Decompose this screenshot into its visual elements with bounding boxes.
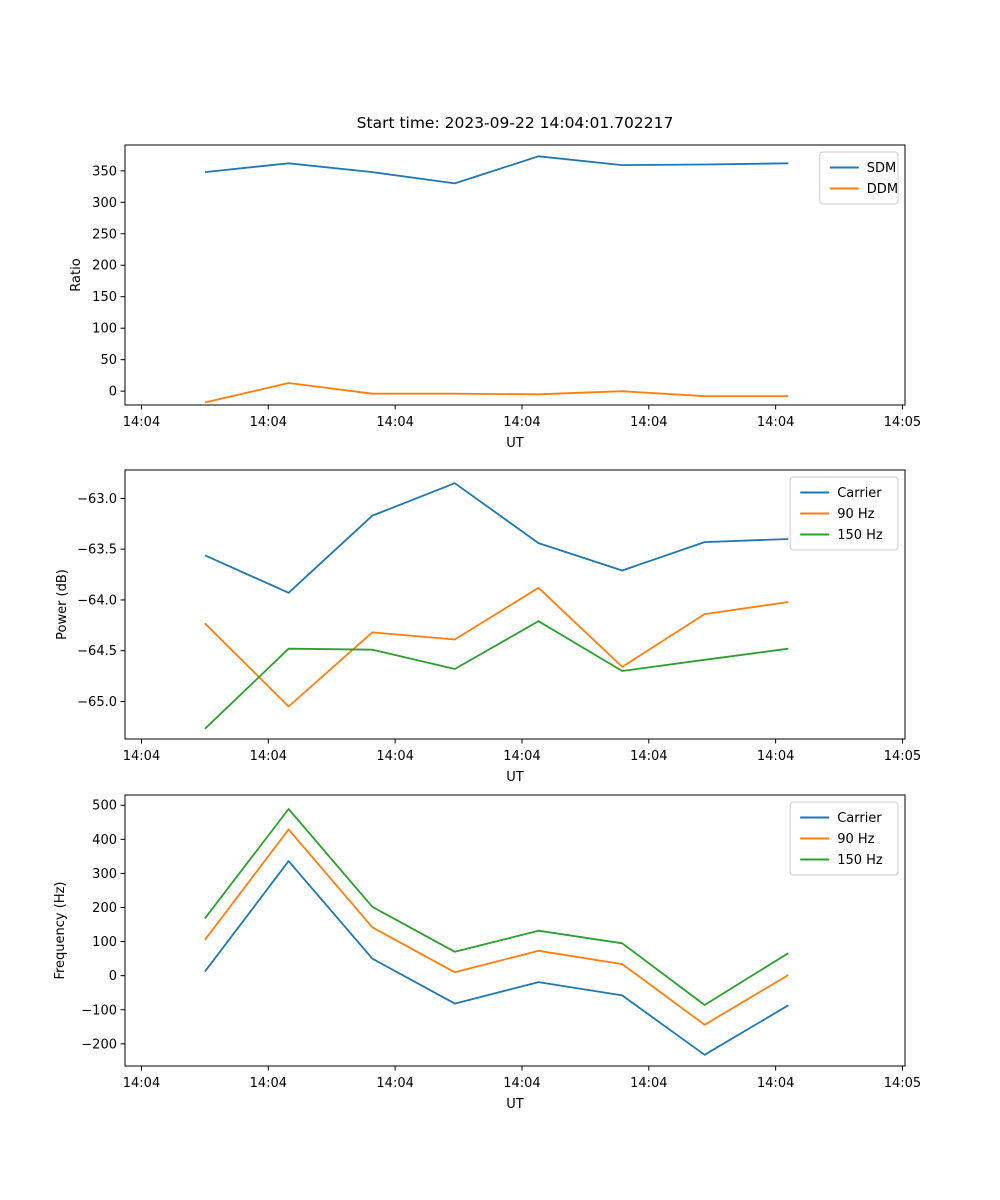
series-line-carrier — [204, 860, 789, 1056]
y-axis-label: Ratio — [69, 258, 84, 291]
legend-box — [819, 151, 899, 205]
x-tick-label: 14:04 — [503, 1076, 540, 1091]
y-tick-label: 400 — [92, 833, 117, 848]
x-tick-label: 14:05 — [884, 1076, 921, 1091]
y-tick-label: 0 — [109, 969, 117, 984]
y-axis-label: Frequency (Hz) — [53, 881, 68, 979]
chart-title: Start time: 2023-09-22 14:04:01.702217 — [357, 114, 674, 132]
series-line-carrier — [204, 482, 789, 594]
y-tick-label: 350 — [92, 164, 117, 179]
plot-border — [124, 794, 906, 1067]
x-tick-label: 14:04 — [376, 415, 413, 430]
y-axis-label: Power (dB) — [55, 569, 70, 640]
y-tick-label: −64.5 — [77, 644, 117, 659]
y-tick-label: −64.0 — [77, 593, 117, 608]
x-tick-label: 14:04 — [376, 1076, 413, 1091]
x-tick-label: 14:04 — [757, 1076, 794, 1091]
x-tick-label: 14:04 — [250, 749, 287, 764]
y-tick-label: −63.0 — [77, 492, 117, 507]
legend-label: Carrier — [837, 486, 882, 501]
legend: Carrier 90 Hz 150 Hz — [789, 476, 899, 551]
series-line-90-hz — [204, 828, 789, 1026]
y-tick-label: 150 — [92, 290, 117, 305]
series-line-ddm — [204, 382, 789, 404]
y-tick-label: 100 — [92, 935, 117, 950]
series-line-90-hz — [204, 586, 789, 708]
x-tick-label: 14:04 — [250, 415, 287, 430]
legend-label: 150 Hz — [837, 528, 883, 543]
series-line-150-hz — [204, 808, 789, 1006]
chart-1: Start time: 2023-09-22 14:04:01.702217 14… — [69, 114, 921, 451]
y-tick-label: 0 — [109, 385, 117, 400]
series-line-150-hz — [204, 620, 789, 730]
legend-box — [789, 476, 899, 551]
y-tick-label: −65.0 — [77, 695, 117, 710]
x-tick-label: 14:04 — [630, 415, 667, 430]
legend-label: 150 Hz — [837, 853, 883, 868]
x-tick-label: 14:05 — [884, 415, 921, 430]
x-axis-label: UT — [506, 770, 524, 785]
legend: SDM DDM — [819, 151, 899, 205]
y-tick-label: 250 — [92, 227, 117, 242]
y-tick-label: 300 — [92, 867, 117, 882]
x-tick-label: 14:04 — [757, 749, 794, 764]
x-tick-label: 14:04 — [503, 415, 540, 430]
x-axis-label: UT — [506, 436, 524, 451]
x-tick-label: 14:04 — [250, 1076, 287, 1091]
y-tick-label: 500 — [92, 799, 117, 814]
x-tick-label: 14:04 — [376, 749, 413, 764]
x-tick-label: 14:04 — [123, 1076, 160, 1091]
legend-label: 90 Hz — [837, 832, 874, 847]
chart-2: 14:04 14:04 14:04 14:04 14:04 14:04 14:05 −63.0… — [55, 469, 921, 785]
legend: Carrier 90 Hz 150 Hz — [789, 801, 899, 876]
chart-3: 14:04 14:04 14:04 14:04 14:04 14:04 14:05 500 40… — [53, 794, 921, 1112]
y-tick-label: 100 — [92, 322, 117, 337]
legend-label: DDM — [867, 182, 898, 197]
x-tick-label: 14:04 — [630, 1076, 667, 1091]
x-tick-label: 14:04 — [503, 749, 540, 764]
plot-border — [124, 144, 906, 406]
x-tick-label: 14:04 — [630, 749, 667, 764]
series-line-sdm — [204, 155, 789, 185]
y-tick-label: 200 — [92, 259, 117, 274]
x-axis-label: UT — [506, 1097, 524, 1112]
legend-label: SDM — [867, 161, 896, 176]
y-tick-label: −200 — [81, 1037, 117, 1052]
y-tick-label: 300 — [92, 196, 117, 211]
plot-border — [124, 469, 906, 740]
x-tick-label: 14:04 — [123, 749, 160, 764]
x-tick-label: 14:04 — [757, 415, 794, 430]
y-tick-label: 200 — [92, 901, 117, 916]
legend-box — [789, 801, 899, 876]
y-tick-label: 50 — [100, 353, 117, 368]
legend-label: Carrier — [837, 811, 882, 826]
x-tick-label: 14:05 — [884, 749, 921, 764]
legend-label: 90 Hz — [837, 507, 874, 522]
y-tick-label: −100 — [81, 1003, 117, 1018]
y-tick-label: −63.5 — [77, 543, 117, 558]
x-tick-label: 14:04 — [123, 415, 160, 430]
